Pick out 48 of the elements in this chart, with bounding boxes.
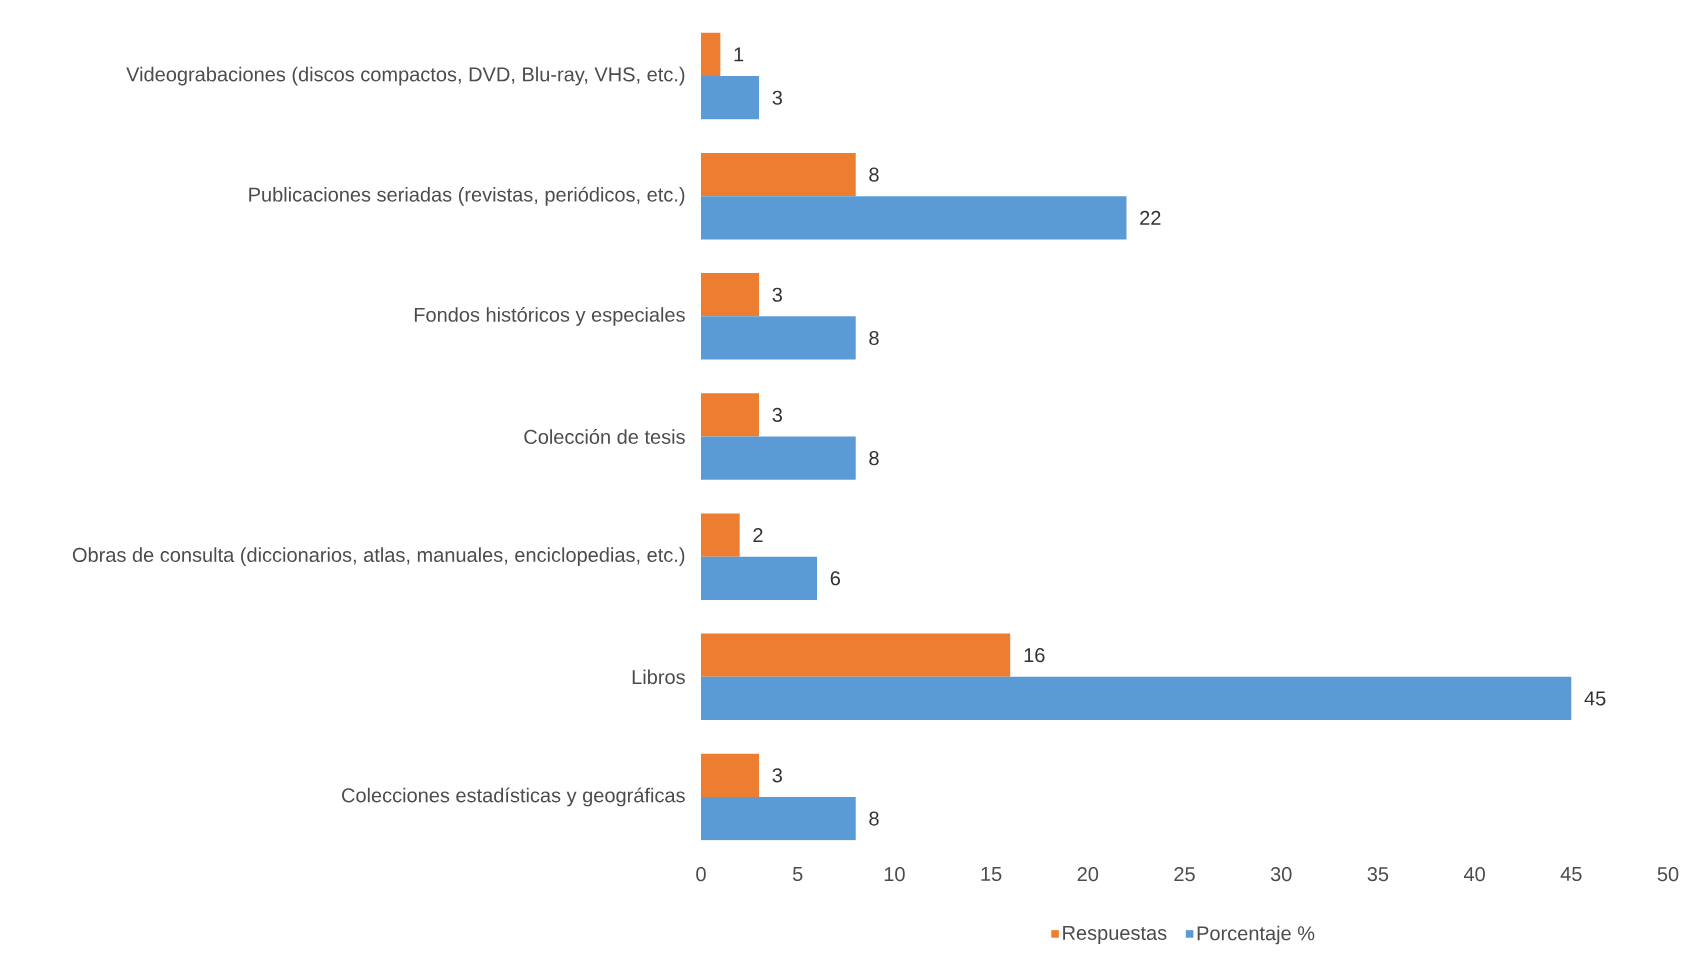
data-label: 2 xyxy=(753,528,763,543)
data-label: 3 xyxy=(772,287,782,302)
data-label: 3 xyxy=(772,407,782,422)
y-tick-label: Colección de tesis xyxy=(524,429,685,444)
bar xyxy=(701,556,818,600)
x-tick-label: 10 xyxy=(884,867,905,882)
legend-label: Porcentaje % xyxy=(1197,925,1315,945)
bar xyxy=(701,436,856,480)
data-label: 3 xyxy=(772,768,782,783)
bar xyxy=(701,513,740,557)
data-label: 22 xyxy=(1140,210,1161,225)
x-tick-label: 30 xyxy=(1270,867,1292,882)
x-tick-label: 20 xyxy=(1077,867,1099,882)
bar xyxy=(701,753,760,797)
x-tick-label: 40 xyxy=(1463,867,1485,882)
x-tick-label: 5 xyxy=(792,867,803,881)
bar xyxy=(701,152,856,197)
data-label: 6 xyxy=(830,571,840,586)
y-tick-label: Fondos históricos y especiales xyxy=(414,306,685,326)
x-tick-label: 45 xyxy=(1560,867,1582,881)
data-label: 8 xyxy=(869,330,879,346)
data-label: 16 xyxy=(1024,648,1045,663)
data-label: 8 xyxy=(869,451,879,466)
bar xyxy=(701,316,856,360)
legend-label: Respuestas xyxy=(1063,926,1167,944)
bar xyxy=(701,796,856,841)
bar xyxy=(701,76,760,120)
y-tick-label: Publicaciones seriadas (revistas, periódicos, etc.) xyxy=(249,186,685,206)
x-tick-label: 25 xyxy=(1174,867,1195,882)
bar xyxy=(701,273,760,317)
bar xyxy=(701,393,760,437)
x-tick-label: 35 xyxy=(1367,867,1389,882)
data-label: 45 xyxy=(1584,691,1606,706)
bar xyxy=(701,676,1572,721)
y-tick-label: Libros xyxy=(632,669,685,685)
y-tick-label: Videograbaciones (discos compactos, DVD, Blu-ray, VHS, etc.) xyxy=(126,66,685,86)
bar xyxy=(701,633,1011,677)
data-label: 8 xyxy=(869,167,879,182)
x-tick-label: 0 xyxy=(696,867,706,882)
y-tick-label: Colecciones estadísticas y geográficas xyxy=(342,787,685,807)
data-label: 1 xyxy=(734,47,744,62)
x-tick-label: 50 xyxy=(1657,867,1679,882)
data-label: 8 xyxy=(869,811,879,826)
y-tick-label: Obras de consulta (diccionarios, atlas, manuales, enciclopedias, etc.) xyxy=(72,547,685,566)
bar xyxy=(701,196,1127,240)
data-label: 3 xyxy=(772,90,782,105)
x-tick-label: 15 xyxy=(981,867,1002,881)
bar xyxy=(701,32,721,77)
